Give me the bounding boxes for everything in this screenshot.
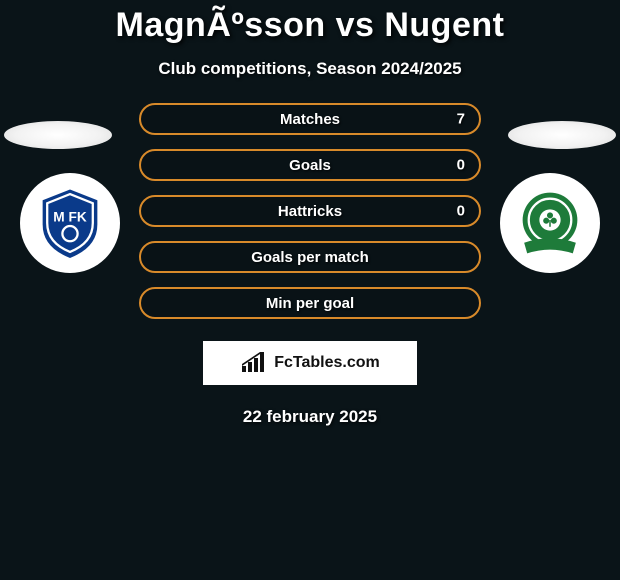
roundel-icon	[512, 185, 588, 261]
stat-row: Goals per match	[139, 241, 481, 273]
stat-right-value: 0	[457, 203, 465, 220]
stat-label: Hattricks	[278, 203, 342, 220]
footer-date: 22 february 2025	[0, 407, 620, 427]
stat-label: Goals per match	[251, 249, 369, 266]
brand-badge: FcTables.com	[203, 341, 417, 385]
stat-label: Goals	[289, 157, 331, 174]
page-title: MagnÃºsson vs Nugent	[0, 6, 620, 45]
page-subtitle: Club competitions, Season 2024/2025	[0, 59, 620, 79]
stat-right-value: 0	[457, 157, 465, 174]
comparison-stage: M FK	[0, 103, 620, 427]
stat-row: Goals 0	[139, 149, 481, 181]
stat-label: Matches	[280, 111, 340, 128]
stat-row: Min per goal	[139, 287, 481, 319]
player-left-head	[4, 121, 112, 149]
player-right-head	[508, 121, 616, 149]
club-crest-left: M FK	[20, 173, 120, 273]
stat-pill-list: Matches 7 Goals 0 Hattricks 0 Goals per …	[139, 103, 481, 319]
stat-row: Hattricks 0	[139, 195, 481, 227]
shield-icon: M FK	[32, 185, 108, 261]
brand-text: FcTables.com	[274, 354, 380, 372]
stat-row: Matches 7	[139, 103, 481, 135]
club-crest-right	[500, 173, 600, 273]
comparison-card: MagnÃºsson vs Nugent Club competitions, …	[0, 0, 620, 580]
svg-text:M FK: M FK	[53, 209, 87, 224]
bars-icon	[240, 352, 268, 374]
stat-label: Min per goal	[266, 295, 354, 312]
stat-right-value: 7	[457, 111, 465, 128]
